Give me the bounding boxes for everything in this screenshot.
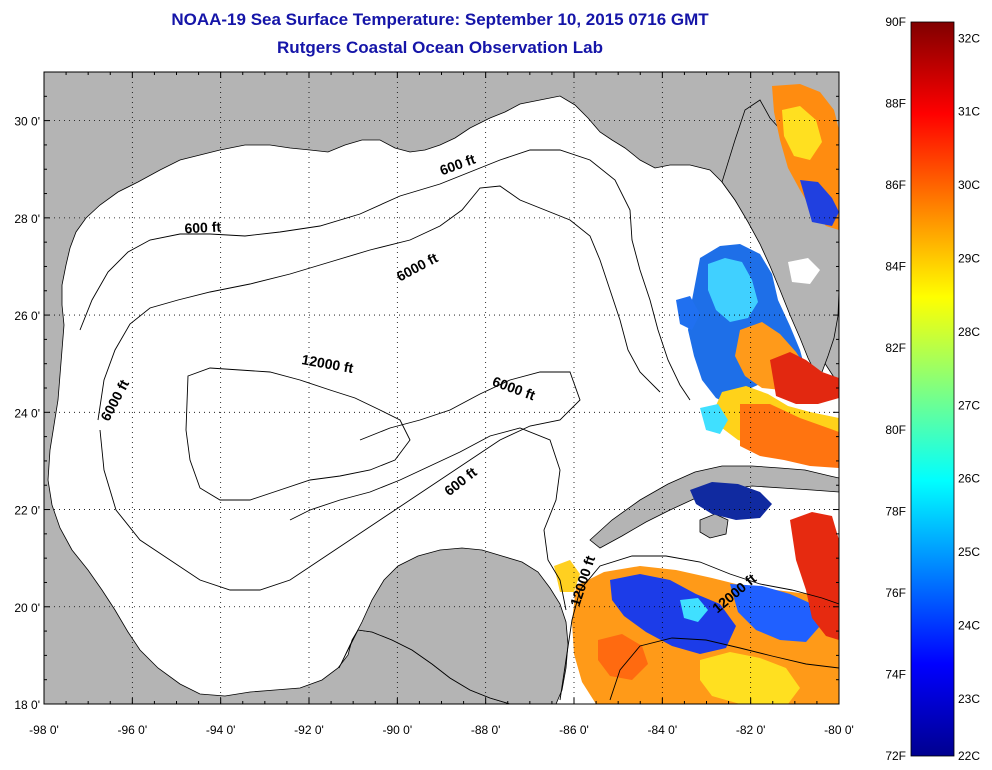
y-tick-label: 30 0': [14, 115, 40, 129]
colorbar-c-label: 30C: [958, 178, 980, 192]
colorbar-c-label: 26C: [958, 472, 980, 486]
land-yucatan: [338, 547, 569, 704]
colorbar-c-label: 27C: [958, 398, 980, 412]
y-tick-label: 24 0': [14, 406, 40, 420]
contour-12000ft-caribbean: [559, 555, 839, 701]
colorbar-c-label: 23C: [958, 692, 980, 706]
y-tick-label: 20 0': [14, 601, 40, 615]
axis-ticks: [43, 71, 840, 705]
colorbar-fahrenheit-labels: 90F 88F 86F 84F 82F 80F 78F 76F 74F 72F: [885, 15, 906, 763]
x-tick-label: -90 0': [383, 723, 413, 737]
x-tick-label: -96 0': [118, 723, 148, 737]
contour-12000ft: [185, 367, 411, 501]
colorbar-celsius-labels: 32C 31C 30C 29C 28C 27C 26C 25C 24C 23C 22C: [958, 31, 980, 763]
x-tick-label: -82 0': [736, 723, 766, 737]
y-tick-label: 26 0': [14, 309, 40, 323]
colorbar-f-label: 86F: [885, 178, 906, 192]
map-title: NOAA-19 Sea Surface Temperature: Septemb…: [171, 10, 709, 29]
colorbar-f-label: 74F: [885, 667, 906, 681]
colorbar-c-label: 29C: [958, 251, 980, 265]
sst-data-atlantic: [772, 84, 839, 284]
y-tick-label: 18 0': [14, 698, 40, 712]
x-tick-label: -98 0': [29, 723, 59, 737]
sst-data-caribbean: [554, 482, 839, 704]
y-tick-label: 28 0': [14, 212, 40, 226]
colorbar-c-label: 24C: [958, 618, 980, 632]
x-tick-label: -84 0': [648, 723, 678, 737]
colorbar-c-label: 28C: [958, 325, 980, 339]
x-tick-label: -88 0': [471, 723, 501, 737]
x-tick-label: -92 0': [294, 723, 324, 737]
colorbar-c-label: 31C: [958, 105, 980, 119]
graticule-grid: [44, 72, 839, 704]
colorbar-c-label: 22C: [958, 749, 980, 763]
contour-600ft-north: [79, 149, 691, 401]
colorbar-f-label: 78F: [885, 504, 906, 518]
contour-6000ft-north: [97, 185, 661, 421]
contour-6000ft-loop: [99, 371, 581, 591]
colorbar-f-label: 88F: [885, 97, 906, 111]
x-tick-label: -86 0': [559, 723, 589, 737]
colorbar-f-label: 90F: [885, 15, 906, 29]
sst-data-florida-shelf: [676, 244, 839, 468]
colorbar-c-label: 25C: [958, 545, 980, 559]
colorbar-gradient: [910, 21, 955, 757]
colorbar-f-label: 84F: [885, 260, 906, 274]
colorbar-f-label: 82F: [885, 341, 906, 355]
colorbar-f-label: 72F: [885, 749, 906, 763]
contour-caribbean-2: [609, 637, 839, 701]
colorbar-c-label: 32C: [958, 31, 980, 45]
contour-600ft-south: [289, 427, 567, 611]
map-subtitle: Rutgers Coastal Ocean Observation Lab: [277, 38, 603, 57]
contour-label: 600 ft: [184, 218, 222, 236]
colorbar-f-label: 76F: [885, 586, 906, 600]
bathymetry-contours: [79, 149, 839, 701]
y-tick-label: 22 0': [14, 504, 40, 518]
axis-tick-labels: -98 0' -96 0' -94 0' -92 0' -90 0' -88 0' -86 …: [14, 115, 853, 737]
colorbar: 90F 88F 86F 84F 82F 80F 78F 76F 74F 72F 32C 31C 30C…: [885, 15, 980, 763]
x-tick-label: -80 0': [824, 723, 854, 737]
x-tick-label: -94 0': [206, 723, 236, 737]
land-cuba: [589, 465, 839, 549]
colorbar-f-label: 80F: [885, 423, 906, 437]
